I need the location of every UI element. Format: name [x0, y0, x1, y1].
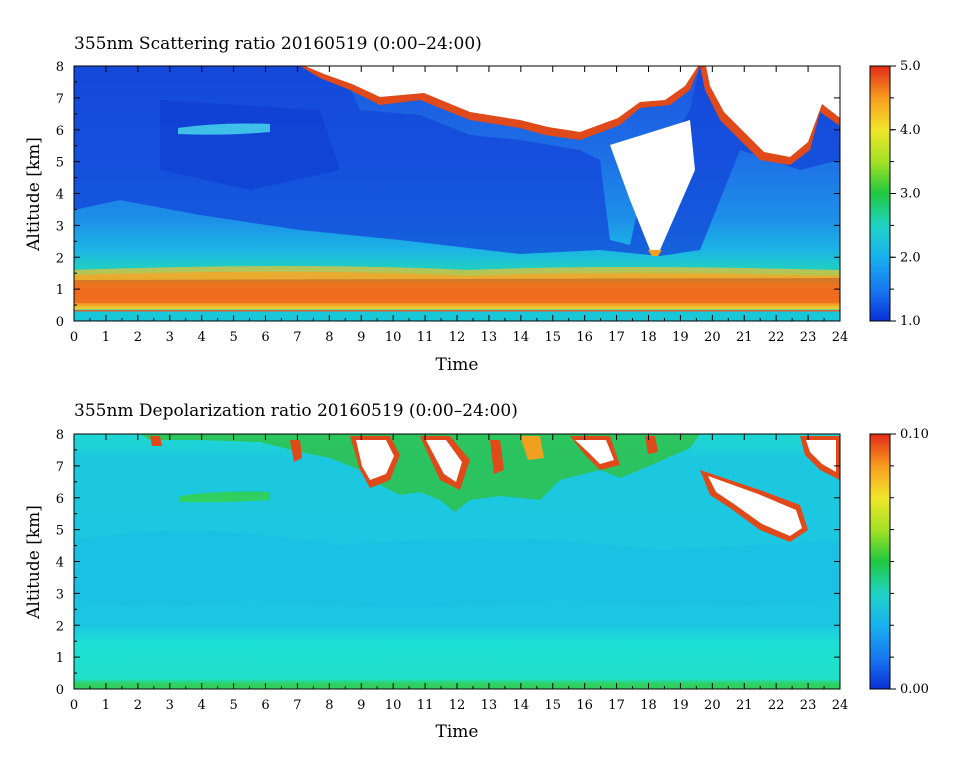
x-tick-label: 5 — [229, 698, 237, 713]
x-tick-label: 24 — [832, 330, 849, 345]
colorbar: 0.10 0.00 — [869, 427, 929, 697]
x-tick-label: 8 — [325, 698, 333, 713]
x-tick-label: 14 — [513, 698, 530, 713]
x-tick-label: 2 — [134, 698, 142, 713]
colorbar-tick-label: 0.00 — [900, 682, 929, 697]
chart-title: 355nm Scattering ratio 20160519 (0:00–24… — [74, 34, 482, 54]
colorbar: 5.0 4.0 3.0 2.0 1.0 — [869, 59, 921, 329]
x-tick-label: 14 — [513, 330, 530, 345]
colorbar-gradient — [869, 433, 891, 690]
y-tick-label: 8 — [56, 60, 64, 75]
x-tick-label: 13 — [481, 330, 498, 345]
x-tick-label: 22 — [768, 698, 785, 713]
x-tick-label: 6 — [261, 698, 269, 713]
y-tick-label: 2 — [56, 619, 64, 634]
x-tick-label: 13 — [481, 698, 498, 713]
x-tick-label: 16 — [576, 698, 593, 713]
x-tick-label: 15 — [544, 698, 561, 713]
y-tick-label: 3 — [56, 587, 64, 602]
x-tick-label: 17 — [608, 698, 625, 713]
y-tick-label: 4 — [56, 556, 64, 571]
x-tick-label: 22 — [768, 330, 785, 345]
colorbar-tick-label: 3.0 — [900, 187, 921, 202]
y-tick-label: 5 — [56, 156, 64, 171]
x-tick-label: 10 — [385, 330, 402, 345]
x-tick-label: 20 — [704, 698, 721, 713]
colorbar-tick-label: 2.0 — [900, 250, 921, 265]
x-tick-label: 12 — [449, 698, 466, 713]
y-tick-label: 0 — [56, 315, 64, 330]
colorbar-tick-label: 4.0 — [900, 123, 921, 138]
x-tick-label: 10 — [385, 698, 402, 713]
x-tick-label: 1 — [102, 698, 110, 713]
x-tick-label: 20 — [704, 330, 721, 345]
x-tick-label: 5 — [229, 330, 237, 345]
x-tick-label: 0 — [70, 330, 78, 345]
x-tick-label: 23 — [800, 330, 817, 345]
y-tick-label: 4 — [56, 188, 64, 203]
x-tick-label: 19 — [672, 698, 689, 713]
x-tick-label: 3 — [166, 330, 174, 345]
y-tick-label: 7 — [56, 92, 64, 107]
x-tick-label: 6 — [261, 330, 269, 345]
x-tick-label: 16 — [576, 330, 593, 345]
x-axis-ticks: 0 1 2 3 4 5 6 7 8 9 10 11 12 13 14 15 16 17 18 19 20 21 22 23 24 — [70, 434, 848, 713]
panel-scattering-ratio: 355nm Scattering ratio 20160519 (0:00–24… — [24, 34, 921, 375]
x-tick-label: 0 — [70, 698, 78, 713]
x-tick-label: 23 — [800, 698, 817, 713]
y-tick-label: 7 — [56, 460, 64, 475]
heatmap-field — [74, 66, 840, 321]
y-tick-label: 8 — [56, 428, 64, 443]
x-tick-label: 18 — [640, 698, 657, 713]
x-tick-label: 4 — [198, 330, 206, 345]
y-tick-label: 6 — [56, 492, 64, 507]
x-tick-label: 18 — [640, 330, 657, 345]
heatmap-field — [74, 434, 840, 689]
x-tick-label: 7 — [293, 698, 301, 713]
x-tick-label: 8 — [325, 330, 333, 345]
y-axis-label: Altitude [km] — [24, 505, 44, 620]
x-tick-label: 24 — [832, 698, 849, 713]
y-tick-label: 1 — [56, 651, 64, 666]
x-tick-label: 21 — [736, 698, 753, 713]
x-tick-label: 2 — [134, 330, 142, 345]
y-tick-label: 0 — [56, 683, 64, 698]
x-tick-label: 11 — [417, 330, 434, 345]
x-tick-label: 17 — [608, 330, 625, 345]
x-axis-label: Time — [436, 355, 479, 375]
colorbar-tick-label: 5.0 — [900, 59, 921, 74]
y-tick-label: 6 — [56, 124, 64, 139]
panel-depolarization-ratio: 355nm Depolarization ratio 20160519 (0:0… — [24, 401, 929, 742]
x-axis-label: Time — [436, 722, 479, 742]
y-axis-ticks: 0 1 2 3 4 5 6 7 8 — [56, 60, 840, 330]
chart-title: 355nm Depolarization ratio 20160519 (0:0… — [74, 401, 518, 421]
x-tick-label: 7 — [293, 330, 301, 345]
x-tick-label: 21 — [736, 330, 753, 345]
x-tick-label: 15 — [544, 330, 561, 345]
x-tick-label: 19 — [672, 330, 689, 345]
y-tick-label: 2 — [56, 251, 64, 266]
x-tick-label: 9 — [357, 698, 365, 713]
colorbar-tick-label: 1.0 — [900, 314, 921, 329]
colorbar-gradient — [869, 65, 891, 322]
y-tick-label: 5 — [56, 524, 64, 539]
x-tick-label: 11 — [417, 698, 434, 713]
x-tick-label: 3 — [166, 698, 174, 713]
x-axis-ticks: 0 1 2 3 4 5 6 7 8 9 10 11 12 13 14 15 16 17 18 19 20 21 22 23 24 — [70, 66, 848, 345]
y-axis-ticks: 0 1 2 3 4 5 6 7 8 — [56, 428, 840, 698]
x-tick-label: 4 — [198, 698, 206, 713]
x-tick-label: 9 — [357, 330, 365, 345]
x-tick-label: 12 — [449, 330, 466, 345]
y-tick-label: 1 — [56, 283, 64, 298]
x-tick-label: 1 — [102, 330, 110, 345]
y-tick-label: 3 — [56, 219, 64, 234]
colorbar-tick-label: 0.10 — [900, 427, 929, 442]
y-axis-label: Altitude [km] — [24, 137, 44, 252]
